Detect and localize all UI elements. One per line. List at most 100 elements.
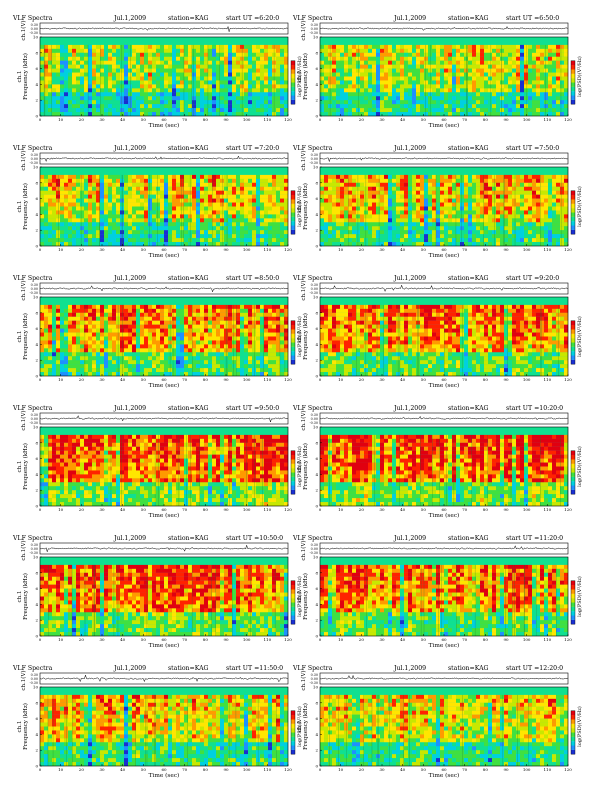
spectrogram-cell — [416, 112, 420, 116]
spectrogram-cell — [424, 104, 428, 108]
spectrogram-cell — [432, 234, 436, 238]
spectrogram-cell — [336, 187, 340, 191]
spectrogram-cell — [436, 69, 440, 73]
spectrogram-cell — [72, 104, 76, 108]
spectrogram-cell — [108, 73, 112, 77]
spectrogram-cell — [52, 222, 56, 226]
spectrogram-cell — [492, 57, 496, 61]
spectrogram-cell — [212, 45, 216, 49]
spectrogram-cell — [208, 226, 212, 230]
spectrogram-cell — [380, 69, 384, 73]
spectrogram-cell — [88, 84, 92, 88]
spectrogram-cell — [364, 45, 368, 49]
spectrogram-cell — [180, 112, 184, 116]
spectrogram-cell — [472, 61, 476, 65]
spectrogram-cell — [440, 175, 444, 179]
spectrogram-cell — [260, 49, 264, 53]
spectrogram-cell — [216, 218, 220, 222]
spectrogram-cell — [284, 171, 288, 175]
spectrogram-cell — [200, 187, 204, 191]
spectrogram-cell — [360, 41, 364, 45]
spectrogram-cell — [256, 92, 260, 96]
spectrogram-cell — [160, 61, 164, 65]
spectrogram-cell — [384, 100, 388, 104]
spectrogram-cell — [160, 37, 164, 41]
spectrogram-cell — [336, 234, 340, 238]
spectrogram-cell — [116, 88, 120, 92]
spectrogram-cell — [48, 41, 52, 45]
spectrogram-cell — [128, 242, 132, 246]
spectrogram-cell — [488, 210, 492, 214]
spectrogram-cell — [540, 73, 544, 77]
spectrogram-cell — [188, 96, 192, 100]
spectrogram-cell — [560, 69, 564, 73]
spectrogram-cell — [88, 37, 92, 41]
spectrogram-cell — [420, 88, 424, 92]
spectrogram-cell — [388, 108, 392, 112]
spectrogram-cell — [464, 195, 468, 199]
spectrogram-cell — [380, 92, 384, 96]
spectrogram-cell — [448, 61, 452, 65]
x-tick-label: 40 — [120, 117, 126, 122]
spectrogram-cell — [408, 96, 412, 100]
spectrogram-cell — [500, 53, 504, 57]
spectrogram-cell — [140, 234, 144, 238]
spectrogram-cell — [92, 183, 96, 187]
spectrogram-cell — [472, 183, 476, 187]
spectrogram-cell — [88, 45, 92, 49]
spectrogram-cell — [144, 222, 148, 226]
spectrogram-cell — [444, 222, 448, 226]
spectrogram-cell — [528, 69, 532, 73]
spectrogram-cell — [124, 179, 128, 183]
spectrogram-cell — [148, 210, 152, 214]
spectrogram-cell — [468, 65, 472, 69]
spectrogram-cell — [448, 96, 452, 100]
spectrogram-cell — [488, 203, 492, 207]
spectrogram-cell — [384, 191, 388, 195]
spectrogram-cell — [368, 171, 372, 175]
spectrogram-cell — [124, 167, 128, 171]
spectrogram-cell — [432, 207, 436, 211]
spectrogram-cell — [84, 207, 88, 211]
spectrogram-cell — [268, 112, 272, 116]
spectrogram-cell — [160, 92, 164, 96]
spectrogram-cell — [80, 45, 84, 49]
spectrogram-cell — [76, 88, 80, 92]
spectrogram-cell — [68, 218, 72, 222]
spectrogram-cell — [220, 88, 224, 92]
colorbar-segment — [571, 82, 575, 86]
spectrogram-cell — [560, 80, 564, 84]
spectrogram-cell — [320, 222, 324, 226]
spectrogram-cell — [44, 230, 48, 234]
spectrogram-cell — [52, 61, 56, 65]
spectrogram-cell — [552, 112, 556, 116]
spectrogram-cell — [180, 104, 184, 108]
spectrogram-cell — [156, 37, 160, 41]
spectrogram-cell — [264, 226, 268, 230]
spectrogram-cell — [492, 210, 496, 214]
spectrogram-cell — [340, 218, 344, 222]
spectrogram-cell — [280, 191, 284, 195]
spectrogram-cell — [132, 183, 136, 187]
spectrogram-cell — [472, 77, 476, 81]
spectrogram-cell — [176, 77, 180, 81]
spectrogram-cell — [420, 183, 424, 187]
spectrogram-cell — [412, 65, 416, 69]
spectrogram-cell — [140, 61, 144, 65]
spectrogram-cell — [504, 88, 508, 92]
spectrogram-cell — [136, 49, 140, 53]
spectrogram-cell — [84, 41, 88, 45]
spectrogram-cell — [88, 238, 92, 242]
spectrogram-cell — [320, 175, 324, 179]
spectrogram-cell — [324, 167, 328, 171]
spectrogram-cell — [48, 199, 52, 203]
spectrogram-cell — [260, 61, 264, 65]
spectrogram-cell — [104, 49, 108, 53]
spectrogram-cell — [360, 112, 364, 116]
spectrogram-cell — [136, 37, 140, 41]
spectrogram-cell — [228, 96, 232, 100]
spectrogram-cell — [212, 84, 216, 88]
spectrogram-cell — [140, 175, 144, 179]
spectrogram-cell — [268, 191, 272, 195]
spectrogram-cell — [436, 218, 440, 222]
